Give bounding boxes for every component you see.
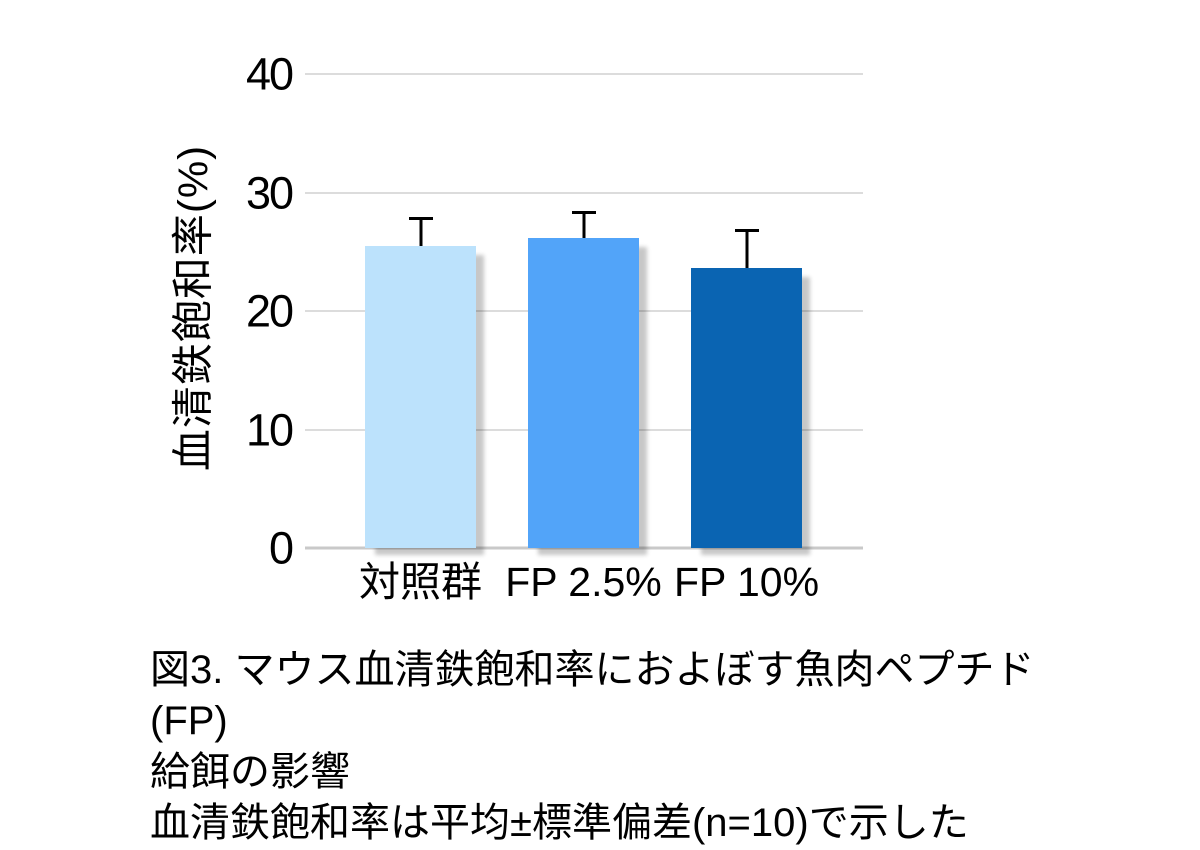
y-tick-label-40: 40 — [245, 48, 294, 100]
error-bar-3 — [734, 229, 759, 269]
bar-3-fp — [691, 268, 802, 548]
caption-line-2: 給餌の影響 — [150, 750, 350, 794]
error-bar-1 — [408, 217, 433, 246]
error-bar-stem — [419, 217, 422, 246]
gridline-40 — [305, 73, 863, 75]
error-bar-2 — [571, 211, 596, 238]
gridline-30 — [305, 191, 863, 194]
error-bar-cap — [734, 229, 759, 233]
x-axis-line — [305, 546, 863, 550]
y-tick-label-10: 10 — [245, 404, 294, 455]
error-bar-cap — [571, 211, 596, 215]
bar-2-fp — [528, 237, 639, 548]
error-bar-stem — [745, 229, 748, 269]
error-bar-stem — [582, 211, 585, 238]
y-tick-label-30: 30 — [245, 167, 294, 218]
y-tick-label-0: 0 — [268, 522, 294, 574]
bar-1-control — [365, 245, 476, 548]
figure-caption: 図3. マウス血清鉄飽和率におよぼす魚肉ペプチド(FP) 給餌の影響 血清鉄飽和… — [150, 645, 1110, 849]
x-category-label-2: FP 2.5% — [505, 559, 662, 605]
y-tick-label-20: 20 — [245, 285, 294, 337]
caption-line-3: 血清鉄飽和率は平均±標準偏差(n=10)で示した — [150, 801, 969, 845]
x-category-label-1: 対照群 — [359, 559, 482, 605]
caption-line-1: 図3. マウス血清鉄飽和率におよぼす魚肉ペプチド(FP) — [150, 648, 1035, 743]
plot-area: 対照群 FP 2.5% FP 10% — [305, 73, 863, 604]
error-bar-cap — [408, 217, 433, 221]
y-axis-tick-labels: 0 10 20 30 40 — [0, 52, 294, 571]
x-category-label-3: FP 10% — [673, 559, 820, 605]
